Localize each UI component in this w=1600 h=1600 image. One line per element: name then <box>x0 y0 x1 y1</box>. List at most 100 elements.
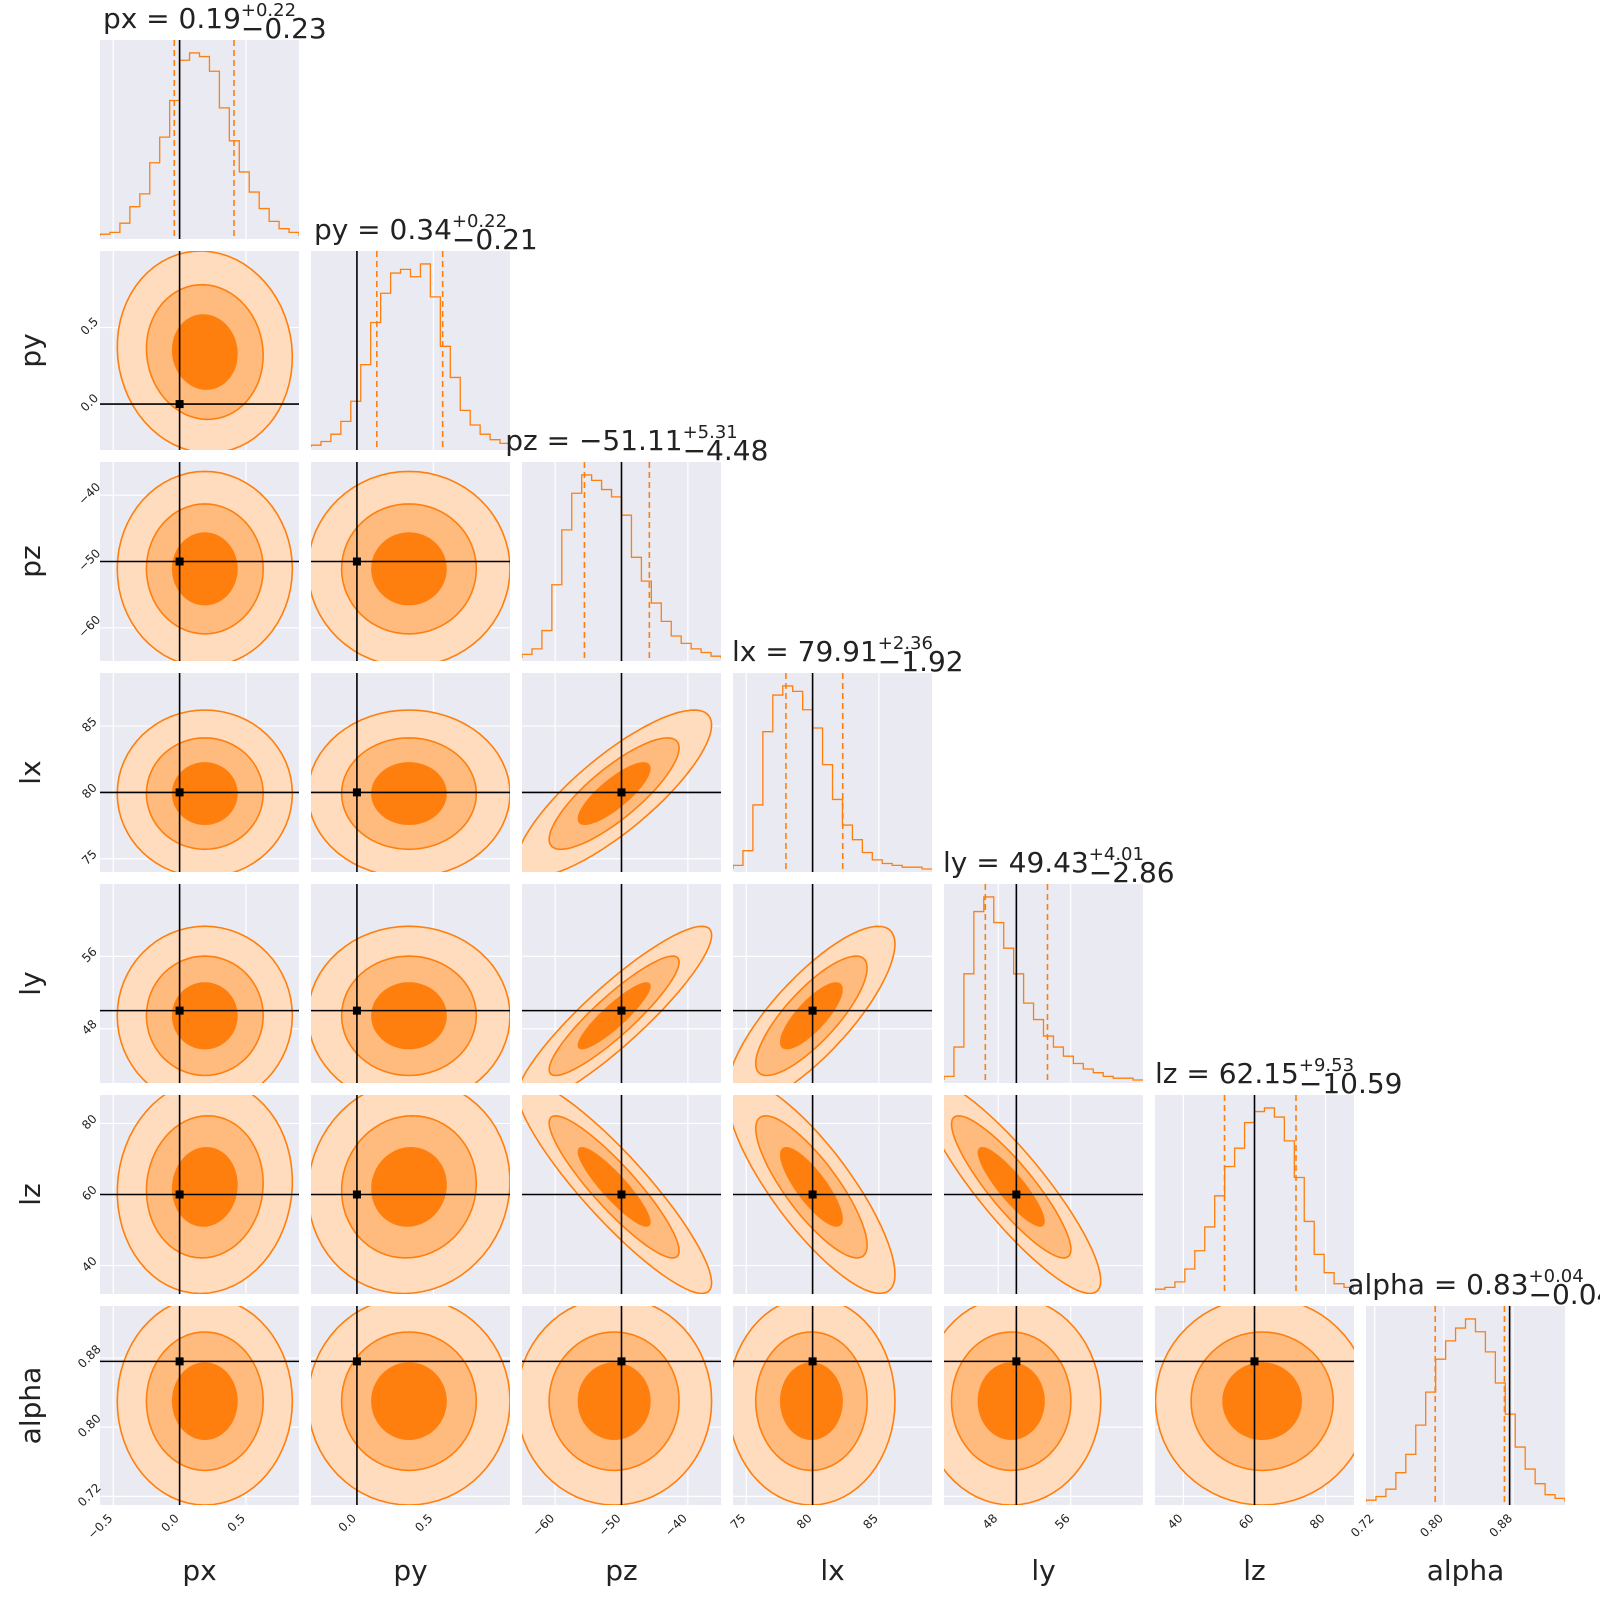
panel-content <box>100 251 299 450</box>
xtick-lz: 60 <box>1236 1511 1257 1532</box>
xlabel-lz: lz <box>1243 1554 1265 1587</box>
ytick-alpha: 0.80 <box>75 1411 104 1440</box>
xtick-ly: 48 <box>980 1511 1001 1532</box>
marginal-title-px: px = 0.19+0.22 <box>103 0 296 35</box>
marginal-title-py: py = 0.34+0.22 <box>314 211 507 246</box>
contour-panel-px-lz: 40 60 80 <box>79 1095 299 1294</box>
truth-marker <box>175 557 184 566</box>
truth-marker <box>1012 1357 1021 1366</box>
marginal-title-sub-lz: −10.59 <box>1299 1067 1403 1100</box>
contour-level-3 <box>171 762 238 826</box>
contour-level-3 <box>371 532 447 606</box>
xlabel-py: py <box>393 1554 427 1587</box>
xtick-alpha: 0.80 <box>1417 1511 1446 1540</box>
ylabel-lx: lx <box>14 760 47 784</box>
panel-content <box>1366 1306 1565 1505</box>
histogram-alpha <box>1366 1318 1565 1502</box>
xtick-py: 0.5 <box>412 1511 435 1534</box>
contour-level-3 <box>171 532 238 606</box>
truth-marker <box>617 788 626 797</box>
truth-marker <box>352 1357 361 1366</box>
contour-level-3 <box>577 1146 651 1227</box>
contour-panel-py-ly <box>311 884 510 1083</box>
marginal-title-sub-ly: −2.86 <box>1089 856 1175 889</box>
truth-marker <box>617 1190 626 1199</box>
ytick-lz: 80 <box>79 1112 100 1133</box>
ytick-alpha: 0.72 <box>75 1481 104 1510</box>
contour-panel-pz-ly <box>522 884 721 1083</box>
contour-panel-ly-lz <box>944 1095 1143 1294</box>
contour-level-3 <box>171 1146 238 1227</box>
marginal-title-sub-lx: −1.92 <box>878 645 964 678</box>
contour-panel-py-lx <box>311 673 510 872</box>
contour-panel-py-alpha: 0.0 0.5 <box>311 1306 510 1535</box>
truth-marker <box>352 1190 361 1199</box>
xtick-alpha: 0.88 <box>1486 1511 1515 1540</box>
ytick-lx: 80 <box>79 781 100 802</box>
ylabel-py: py <box>14 333 47 367</box>
ytick-lx: 75 <box>79 847 100 868</box>
panel-content <box>311 462 510 661</box>
ytick-alpha: 0.88 <box>75 1342 104 1371</box>
ytick-py: 0.5 <box>78 314 101 337</box>
panel-content <box>733 673 932 872</box>
truth-marker <box>175 1357 184 1366</box>
xtick-ly: 56 <box>1052 1511 1073 1532</box>
ylabel-ly: ly <box>14 971 47 995</box>
contour-panel-pz-lz <box>522 1095 721 1294</box>
panel-content <box>311 1306 510 1505</box>
xtick-py: 0.0 <box>336 1511 359 1534</box>
truth-marker <box>808 1357 817 1366</box>
hist-panel-alpha: alpha = 0.83+0.04−0.04 0.72 0.80 0.88 <box>1347 1266 1600 1540</box>
contour-level-3 <box>977 1147 1045 1227</box>
panel-content <box>733 884 932 1083</box>
hist-panel-ly: ly = 49.43+4.01−2.86 <box>943 844 1175 1083</box>
xlabel-px: px <box>182 1554 216 1587</box>
panel-content <box>100 1306 299 1505</box>
truth-marker <box>175 788 184 797</box>
panel-content <box>522 673 721 872</box>
panel-content <box>100 462 299 661</box>
contour-level-3 <box>371 1146 447 1227</box>
panel-content <box>100 884 299 1083</box>
hist-panel-lz: lz = 62.15+9.53−10.59 <box>1155 1055 1403 1294</box>
xtick-lx: 80 <box>794 1511 815 1532</box>
panel-background <box>1366 1306 1565 1505</box>
marginal-title-sub-alpha: −0.04 <box>1529 1278 1600 1311</box>
contour-panel-py-pz <box>311 462 510 661</box>
xtick-px: 0.5 <box>225 1511 248 1534</box>
xtick-px: 0.0 <box>158 1511 181 1534</box>
histogram-py <box>311 263 510 447</box>
xtick-lx: 75 <box>728 1511 749 1532</box>
xlabel-lx: lx <box>820 1554 844 1587</box>
panel-content <box>522 884 721 1083</box>
panel-content <box>522 462 721 661</box>
xtick-pz: −40 <box>662 1511 690 1539</box>
xtick-lx: 85 <box>860 1511 881 1532</box>
panel-content <box>733 1095 932 1294</box>
truth-marker <box>352 557 361 566</box>
truth-marker <box>175 400 184 409</box>
contour-level-3 <box>977 1362 1045 1441</box>
xlabel-alpha: alpha <box>1427 1554 1505 1587</box>
marginal-title-lz: lz = 62.15+9.53 <box>1155 1055 1354 1090</box>
contour-panel-lx-alpha: 75 80 85 <box>728 1306 932 1532</box>
panel-content <box>1155 1095 1354 1294</box>
truth-marker <box>352 1006 361 1015</box>
contour-panel-lx-lz <box>733 1095 932 1294</box>
contour-level-3 <box>577 982 651 1050</box>
corner-panels: px = 0.19+0.22−0.230.00.5py = 0.34+0.22−… <box>75 0 1600 1542</box>
marginal-title-sub-py: −0.21 <box>452 223 538 256</box>
hist-panel-py: py = 0.34+0.22−0.21 <box>311 211 538 450</box>
corner-axis-labels: px py py pz pz lx lx ly ly lz lz alpha alpha <box>14 333 1504 1587</box>
truth-marker <box>352 788 361 797</box>
contour-level-3 <box>371 762 447 826</box>
ytick-ly: 56 <box>79 945 100 966</box>
marginal-title-alpha: alpha = 0.83+0.04 <box>1347 1266 1583 1301</box>
truth-marker <box>808 1006 817 1015</box>
panel-content <box>311 673 510 872</box>
contour-level-3 <box>1222 1362 1303 1441</box>
hist-panel-lx: lx = 79.91+2.36−1.92 <box>732 633 964 872</box>
contour-panel-px-pz: −60 −50 −40 <box>76 462 299 661</box>
